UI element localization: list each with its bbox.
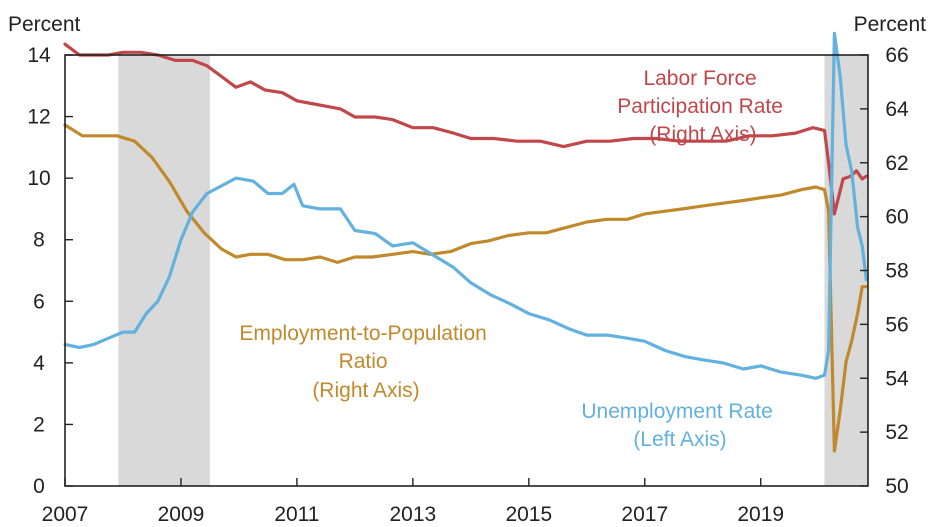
label-unemployment-rate-line-2: (Left Axis) [633,428,726,451]
label-participation-rate-line-3: (Right Axis) [649,123,756,146]
label-participation-rate-line-1: Labor Force [643,67,756,90]
left-axis-unit: Percent [8,13,81,36]
right-tick-label-66: 66 [885,44,908,67]
tick-marks [64,54,868,487]
x-tick-label-2017: 2017 [621,503,668,526]
series-lines [63,31,868,453]
left-tick-label-14: 14 [27,44,51,67]
right-tick-label-50: 50 [885,475,908,498]
series-line-unemployment-rate [63,31,868,380]
x-tick-label-2013: 2013 [390,503,437,526]
label-employment-ratio-line-2: Ratio [339,350,388,373]
x-tick-label-2015: 2015 [505,503,552,526]
right-tick-label-64: 64 [885,98,909,121]
left-tick-label-12: 12 [27,106,50,129]
left-tick-label-10: 10 [27,167,50,190]
right-tick-label-56: 56 [885,313,908,336]
label-participation-rate-line-2: Participation Rate [617,95,783,118]
x-axis-ticks: 2007 2009 2011 2013 2015 2017 2019 [42,503,784,526]
series-line-employment-to-population-ratio [63,123,868,453]
label-unemployment-rate-line-1: Unemployment Rate [581,400,772,423]
label-participation-rate: Labor Force Participation Rate (Right Ax… [617,67,789,146]
x-tick-label-2009: 2009 [158,503,205,526]
left-tick-label-0: 0 [33,475,45,498]
label-unemployment-rate: Unemployment Rate (Left Axis) [581,400,778,451]
right-tick-label-60: 60 [885,206,908,229]
left-axis-ticks: 0 2 4 6 8 10 12 14 [27,44,51,498]
right-axis-unit: Percent [854,13,927,36]
label-employment-ratio: Employment-to-Population Ratio (Right Ax… [239,322,492,402]
label-employment-ratio-line-1: Employment-to-Population [239,322,486,345]
shaded-period-1 [118,55,210,486]
right-axis-ticks: 50 52 54 56 58 60 62 64 66 [885,44,909,498]
x-tick-label-2011: 2011 [274,503,319,526]
x-tick-label-2019: 2019 [737,503,784,526]
left-tick-label-4: 4 [33,352,45,375]
label-employment-ratio-line-3: (Right Axis) [312,379,419,402]
left-tick-label-8: 8 [33,229,45,252]
left-tick-label-2: 2 [33,413,45,436]
right-tick-label-58: 58 [885,260,908,283]
right-tick-label-52: 52 [885,421,908,444]
right-tick-label-62: 62 [885,152,908,175]
x-tick-label-2007: 2007 [42,503,89,526]
right-tick-label-54: 54 [885,367,909,390]
series-line-labor-force-participation-rate [63,42,868,216]
left-tick-label-6: 6 [33,290,45,313]
